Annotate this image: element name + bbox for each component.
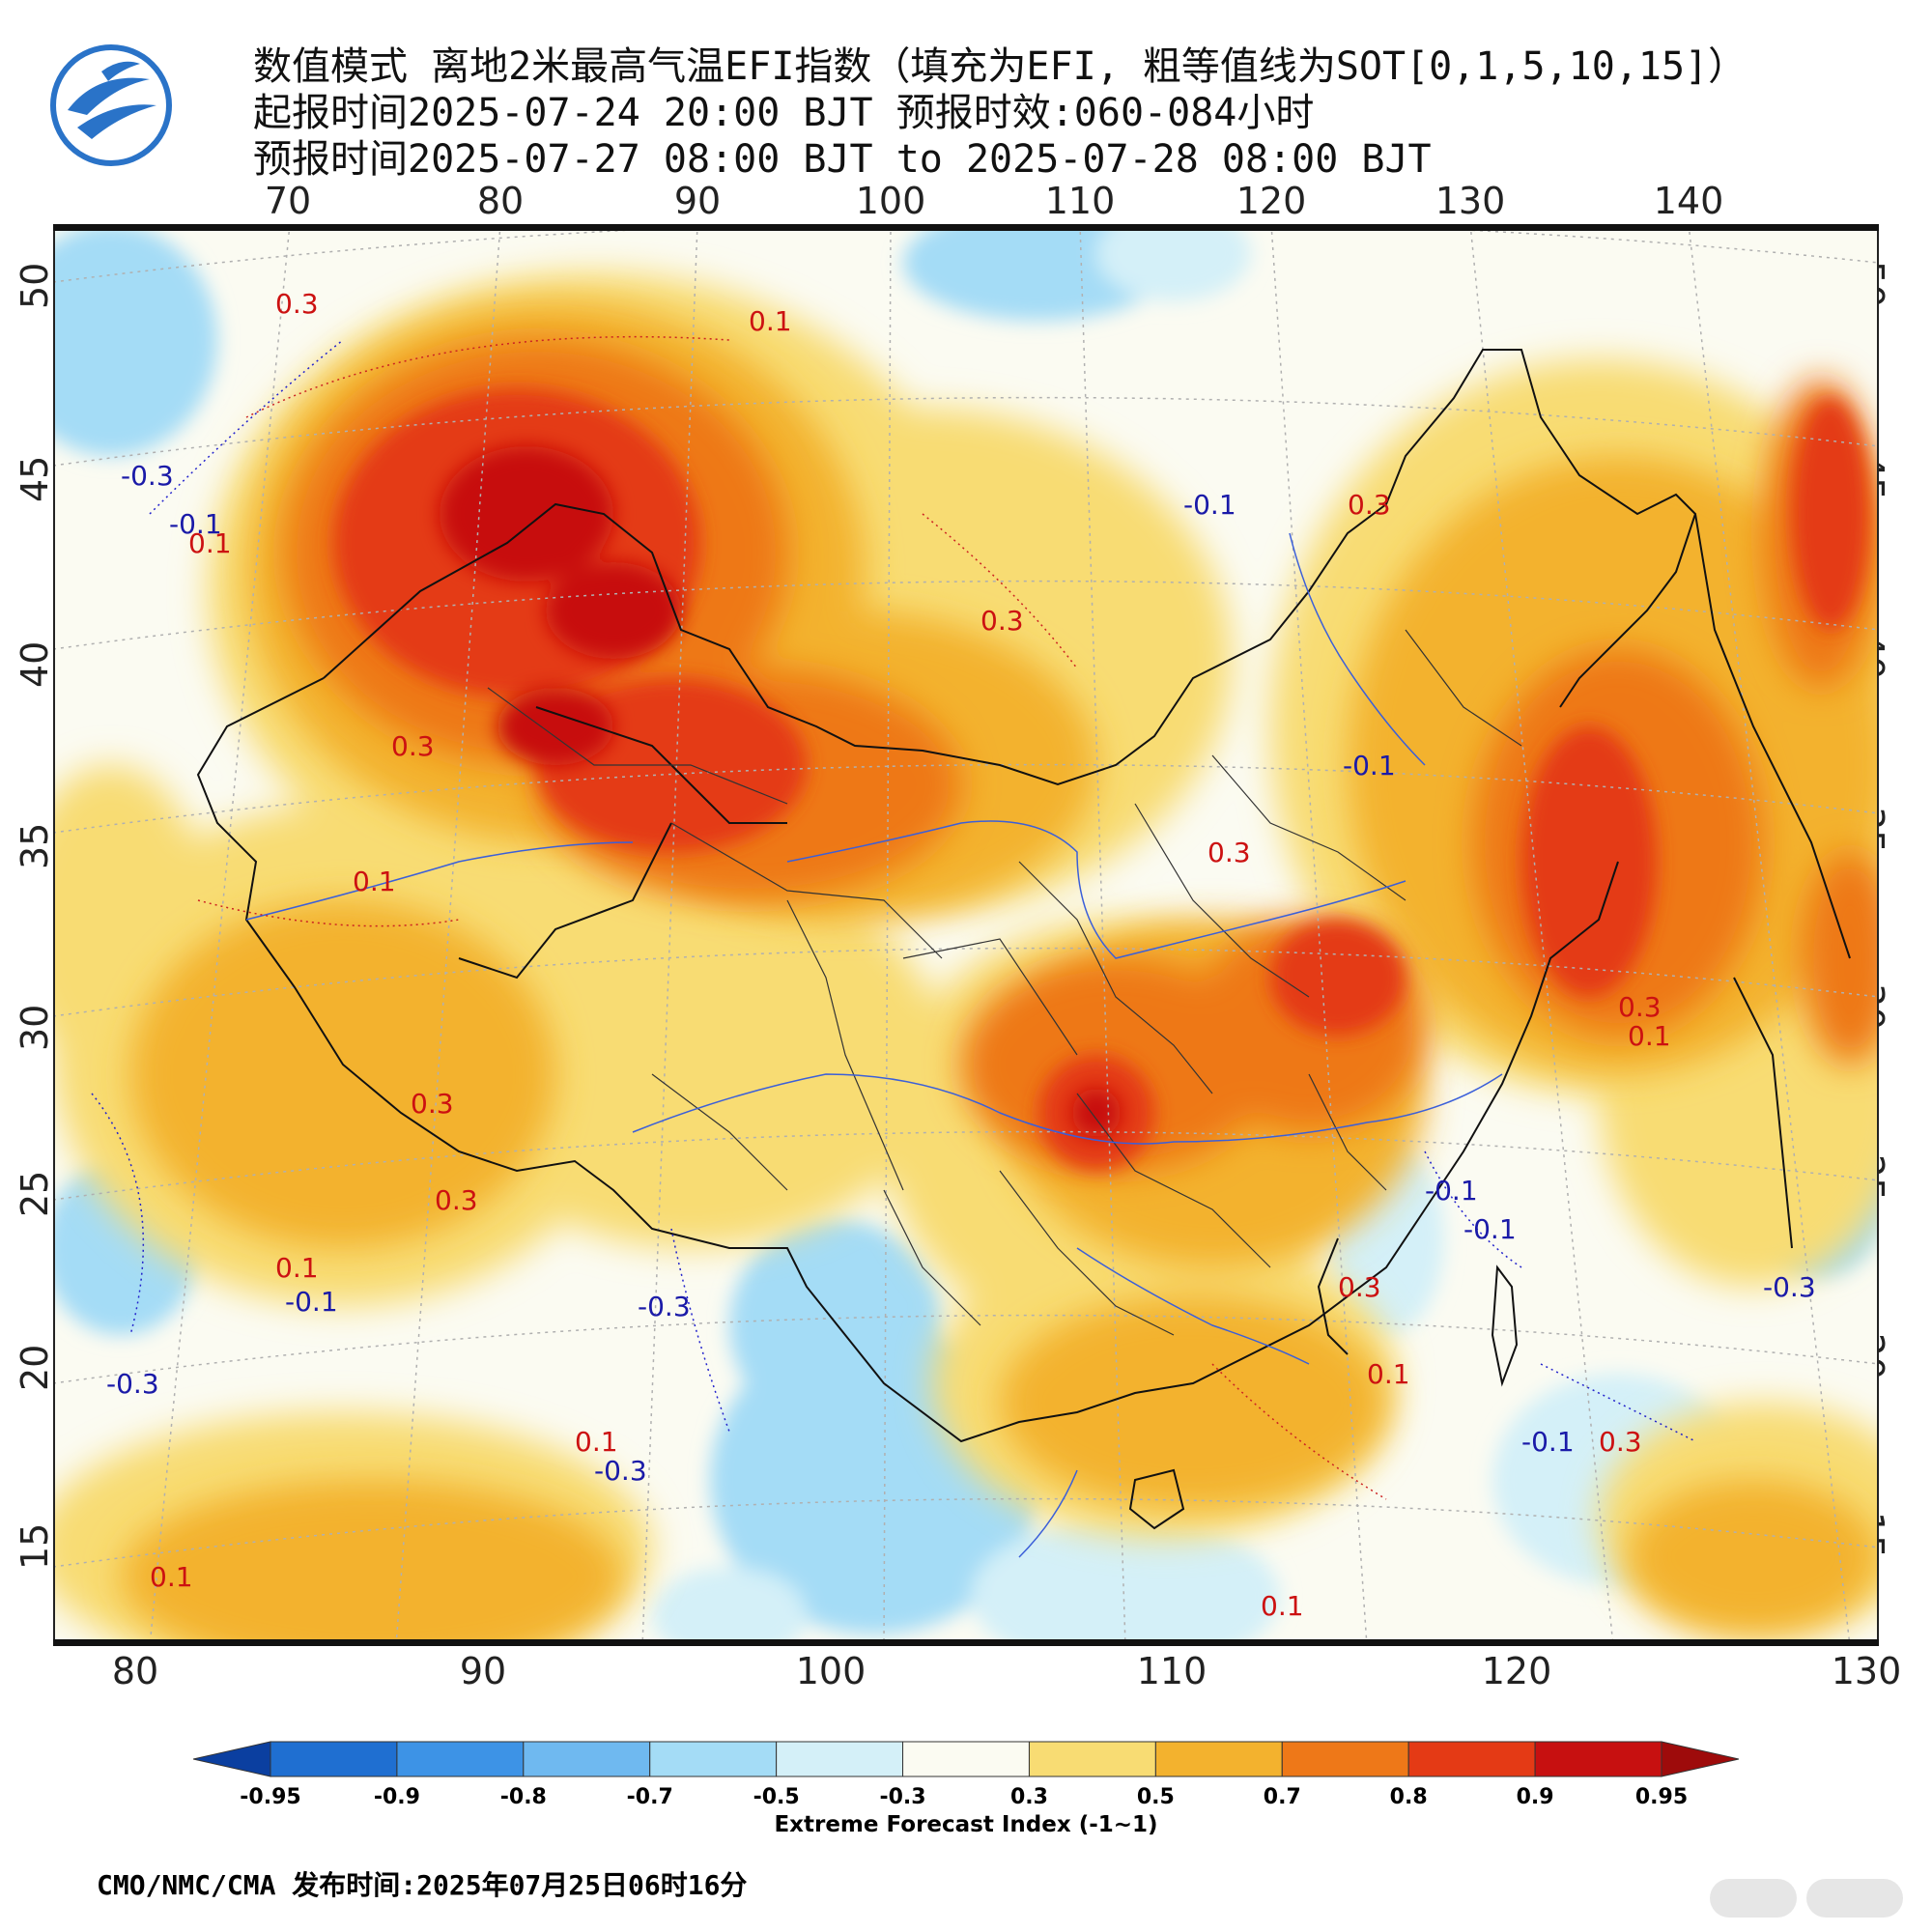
province-borders — [487, 629, 1522, 1336]
rivers — [245, 532, 1503, 1558]
colorbar-swatch — [776, 1741, 904, 1777]
colorbar-swatch — [1407, 1741, 1536, 1777]
colorbar-swatch — [1534, 1741, 1662, 1777]
top-lon-label: 80 — [476, 180, 525, 222]
contour-label: -0.3 — [106, 1368, 159, 1400]
left-lat-label: 35 — [14, 822, 56, 869]
bottom-lon-label: 100 — [795, 1650, 867, 1692]
colorbar-swatch — [396, 1741, 525, 1777]
colorbar-swatch — [1281, 1741, 1409, 1777]
top-lon-label: 140 — [1653, 180, 1724, 222]
contour-label: -0.1 — [1425, 1175, 1478, 1207]
title-line-3: 预报时间2025-07-27 08:00 BJT to 2025-07-28 0… — [253, 137, 1432, 182]
contour-label: 0.3 — [1599, 1426, 1642, 1458]
issuer-footer: CMO/NMC/CMA 发布时间:2025年07月25日06时16分 — [97, 1869, 748, 1901]
colorbar-tick-label: -0.8 — [499, 1785, 547, 1809]
title-line-2: 起报时间2025-07-24 20:00 BJT 预报时效:060-084小时 — [253, 91, 1315, 135]
left-lat-label: 15 — [14, 1522, 56, 1570]
contour-label: -0.1 — [1463, 1213, 1517, 1245]
left-lat-label: 45 — [14, 455, 56, 502]
contour-label: 0.3 — [1208, 837, 1251, 868]
frame-ticks — [53, 224, 1879, 1646]
top-lon-label: 120 — [1236, 180, 1307, 222]
colorbar-swatch — [270, 1741, 398, 1777]
efi-contours — [91, 335, 1696, 1500]
left-lat-label: 30 — [14, 1004, 56, 1051]
left-lat-label: 50 — [14, 262, 56, 309]
colorbar-tick-label: -0.9 — [373, 1785, 420, 1809]
colorbar-low-arrow — [193, 1741, 271, 1777]
colorbar-tick-label: 0.5 — [1136, 1785, 1175, 1809]
bottom-lon-label: 80 — [111, 1650, 159, 1692]
colorbar-swatch — [649, 1741, 778, 1777]
contour-label: -0.3 — [594, 1455, 647, 1487]
colorbar-tick-label: -0.5 — [753, 1785, 800, 1809]
contour-label: 0.1 — [1261, 1590, 1304, 1622]
contour-label: 0.1 — [749, 305, 792, 337]
contour-label: 0.3 — [1338, 1271, 1381, 1303]
colorbar-title: Extreme Forecast Index (-1~1) — [774, 1812, 1158, 1837]
contour-label: 0.1 — [275, 1252, 319, 1284]
left-lat-label: 40 — [14, 640, 56, 688]
top-lon-label: 70 — [264, 180, 312, 222]
cma-logo-icon — [50, 44, 172, 166]
contour-label: -0.1 — [169, 508, 222, 540]
hainan-island — [1128, 1468, 1185, 1530]
bottom-lon-label: 120 — [1481, 1650, 1552, 1692]
contour-label: 0.3 — [435, 1184, 478, 1216]
contour-label: -0.3 — [638, 1291, 691, 1322]
bottom-lon-label: 130 — [1831, 1650, 1902, 1692]
colorbar-swatch — [1028, 1741, 1156, 1777]
colorbar-tick-label: -0.95 — [240, 1785, 301, 1809]
contour-label: -0.3 — [121, 460, 174, 492]
colorbar-swatch — [1154, 1741, 1283, 1777]
left-lat-label: 25 — [14, 1170, 56, 1217]
colorbar-tick-label: 0.9 — [1516, 1785, 1554, 1809]
contour-label: 0.1 — [1628, 1020, 1671, 1052]
contour-label: 0.3 — [1618, 991, 1662, 1023]
contour-label: 0.1 — [353, 866, 396, 897]
bottom-lon-label: 110 — [1136, 1650, 1208, 1692]
colorbar-tick-label: -0.3 — [879, 1785, 926, 1809]
top-lon-label: 130 — [1435, 180, 1506, 222]
bottom-lon-label: 90 — [459, 1650, 507, 1692]
contour-label: 0.3 — [980, 605, 1024, 637]
contour-label: -0.1 — [285, 1286, 338, 1318]
contour-label: -0.1 — [1521, 1426, 1575, 1458]
watermark-icon — [1710, 1879, 1903, 1918]
colorbar-tick-label: 0.7 — [1263, 1785, 1301, 1809]
contour-label: 0.3 — [275, 288, 319, 320]
contour-label: 0.3 — [1348, 489, 1391, 521]
contour-label: 0.1 — [150, 1561, 193, 1593]
colorbar-high-arrow — [1661, 1741, 1739, 1777]
contour-label: 0.3 — [391, 730, 435, 762]
top-lon-label: 90 — [673, 180, 722, 222]
contour-label: 0.1 — [1367, 1358, 1410, 1390]
top-lon-label: 100 — [855, 180, 926, 222]
colorbar — [193, 1741, 1739, 1777]
colorbar-swatch — [902, 1741, 1030, 1777]
contour-label: 0.1 — [188, 527, 232, 559]
colorbar-tick-label: -0.7 — [626, 1785, 673, 1809]
contour-label: 0.3 — [411, 1088, 454, 1120]
efi-map: 0.3 0.1 0.1 0.3 0.3 0.3 0.1 0.3 0.3 0.3 … — [53, 224, 1879, 1646]
colorbar-tick-label: 0.8 — [1389, 1785, 1428, 1809]
top-lon-label: 110 — [1044, 180, 1116, 222]
contour-label: -0.1 — [1343, 750, 1396, 781]
colorbar-tick-label: 0.3 — [1009, 1785, 1048, 1809]
country-borders — [196, 349, 1851, 1443]
contour-label: -0.1 — [1183, 489, 1236, 521]
contour-label: 0.1 — [575, 1426, 618, 1458]
efi-09-095-areas — [440, 446, 1121, 1137]
left-lat-label: 20 — [14, 1344, 56, 1391]
title-line-1: 数值模式 离地2米最高气温EFI指数（填充为EFI, 粗等值线为SOT[0,1,… — [253, 44, 1747, 89]
colorbar-tick-label: 0.95 — [1634, 1785, 1689, 1809]
graticule — [53, 224, 1879, 1646]
colorbar-swatch — [523, 1741, 651, 1777]
taiwan-island — [1491, 1264, 1519, 1387]
contour-label: -0.3 — [1763, 1271, 1816, 1303]
